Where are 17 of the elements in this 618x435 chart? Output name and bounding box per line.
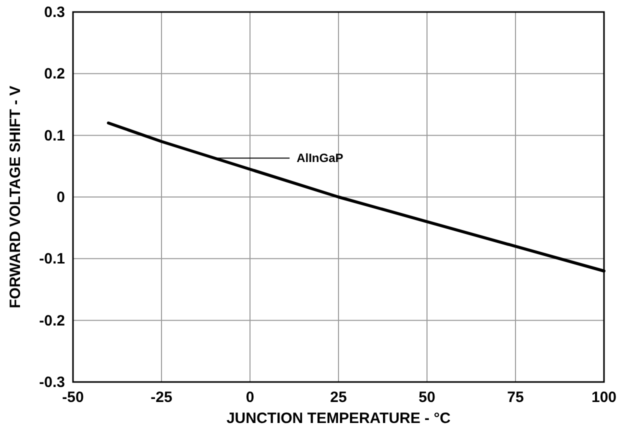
x-tick-label: -25 [150, 389, 172, 406]
x-tick-label: 0 [246, 389, 254, 406]
y-tick-label: -0.3 [39, 374, 65, 391]
y-axis-title: FORWARD VOLTAGE SHIFT - V [7, 86, 24, 308]
y-tick-label: -0.2 [39, 312, 65, 330]
x-tick-label: 100 [591, 389, 617, 406]
x-tick-label: 75 [507, 389, 524, 406]
annotation: AlInGaP [296, 151, 344, 166]
y-tick-label: 0.1 [44, 127, 65, 144]
x-tick-label: 25 [330, 389, 347, 406]
y-tick-label: 0 [56, 189, 65, 206]
y-tick-label: 0.2 [44, 66, 65, 83]
y-tick-label: -0.1 [39, 250, 65, 268]
x-axis-title: JUNCTION TEMPERATURE - °C [226, 410, 451, 427]
x-tick-label: 50 [418, 389, 436, 406]
y-tick-label: 0.3 [44, 4, 65, 21]
x-tick-label: -50 [62, 389, 84, 406]
